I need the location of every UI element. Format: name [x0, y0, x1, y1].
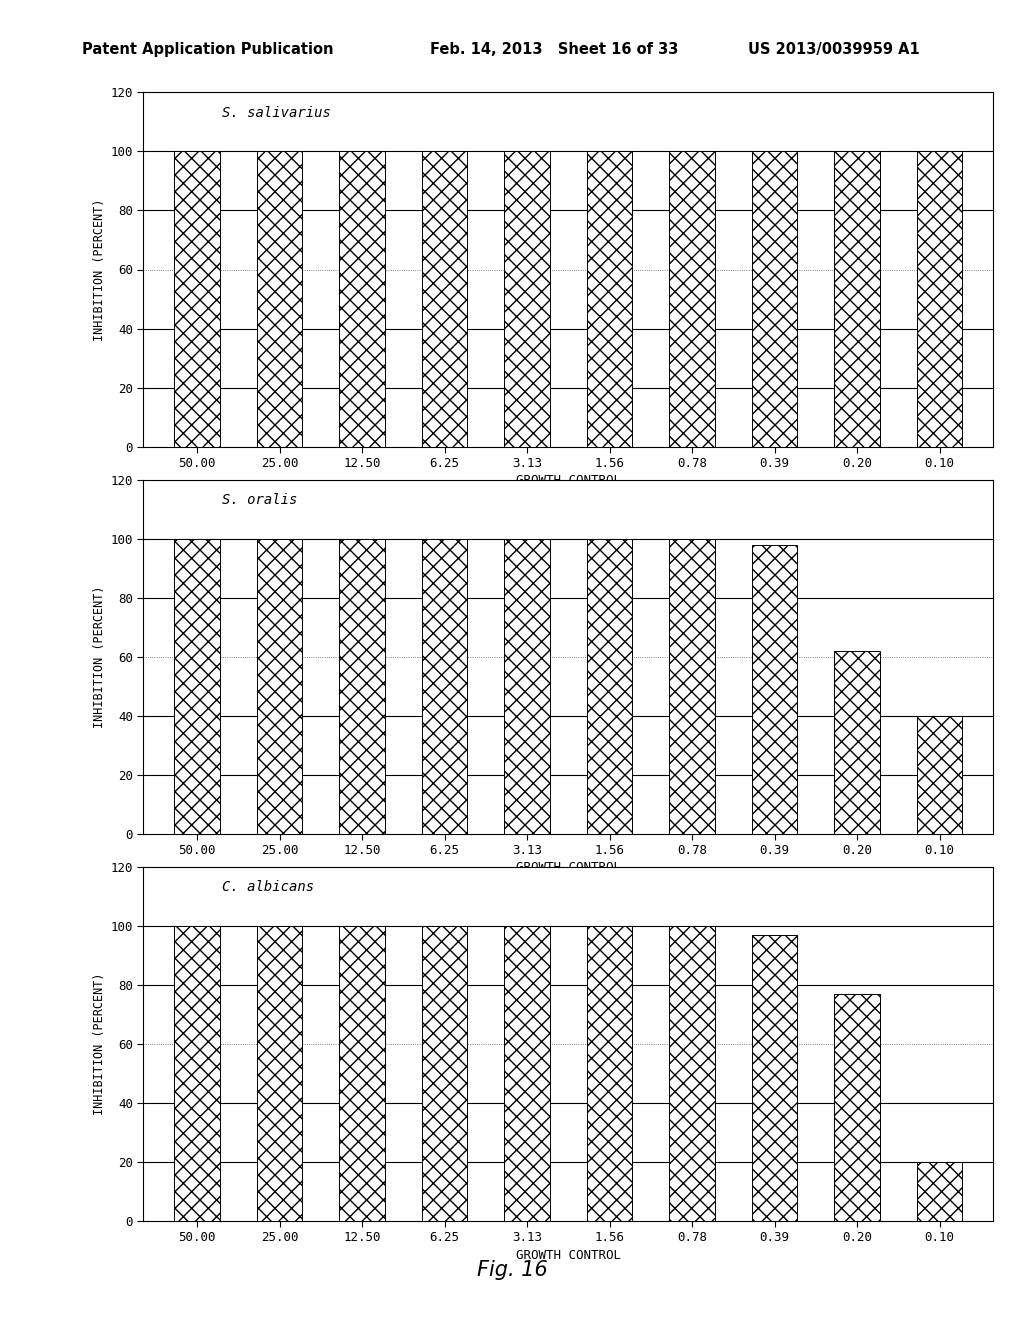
Text: Feb. 14, 2013   Sheet 16 of 33: Feb. 14, 2013 Sheet 16 of 33 — [430, 42, 679, 57]
Y-axis label: INHIBITION (PERCENT): INHIBITION (PERCENT) — [93, 586, 106, 727]
Bar — [257, 152, 302, 446]
Bar — [752, 545, 798, 834]
Text: Patent Application Publication: Patent Application Publication — [82, 42, 334, 57]
Bar — [505, 539, 550, 834]
Bar — [752, 935, 798, 1221]
Y-axis label: INHIBITION (PERCENT): INHIBITION (PERCENT) — [93, 198, 106, 341]
Bar — [174, 539, 220, 834]
Bar — [835, 651, 880, 834]
Text: S. salivarius: S. salivarius — [222, 106, 331, 120]
Bar — [916, 1162, 963, 1221]
Text: S. oralis: S. oralis — [222, 494, 297, 507]
X-axis label: GROWTH CONTROL: GROWTH CONTROL — [516, 862, 621, 874]
Bar — [835, 152, 880, 446]
Bar — [339, 539, 385, 834]
Text: C. albicans: C. albicans — [222, 880, 314, 895]
Text: US 2013/0039959 A1: US 2013/0039959 A1 — [748, 42, 920, 57]
Bar — [752, 152, 798, 446]
Bar — [916, 715, 963, 834]
Bar — [505, 152, 550, 446]
X-axis label: GROWTH CONTROL: GROWTH CONTROL — [516, 1249, 621, 1262]
Bar — [422, 539, 467, 834]
Bar — [587, 925, 632, 1221]
Bar — [670, 925, 715, 1221]
Y-axis label: INHIBITION (PERCENT): INHIBITION (PERCENT) — [93, 973, 106, 1115]
Bar — [174, 925, 220, 1221]
Bar — [422, 152, 467, 446]
Bar — [174, 152, 220, 446]
Bar — [339, 152, 385, 446]
X-axis label: GROWTH CONTROL: GROWTH CONTROL — [516, 474, 621, 487]
Bar — [670, 539, 715, 834]
Bar — [422, 925, 467, 1221]
Bar — [587, 539, 632, 834]
Bar — [257, 539, 302, 834]
Bar — [587, 152, 632, 446]
Bar — [257, 925, 302, 1221]
Bar — [670, 152, 715, 446]
Bar — [505, 925, 550, 1221]
Bar — [339, 925, 385, 1221]
Bar — [916, 152, 963, 446]
Text: Fig. 16: Fig. 16 — [476, 1261, 548, 1280]
Bar — [835, 994, 880, 1221]
